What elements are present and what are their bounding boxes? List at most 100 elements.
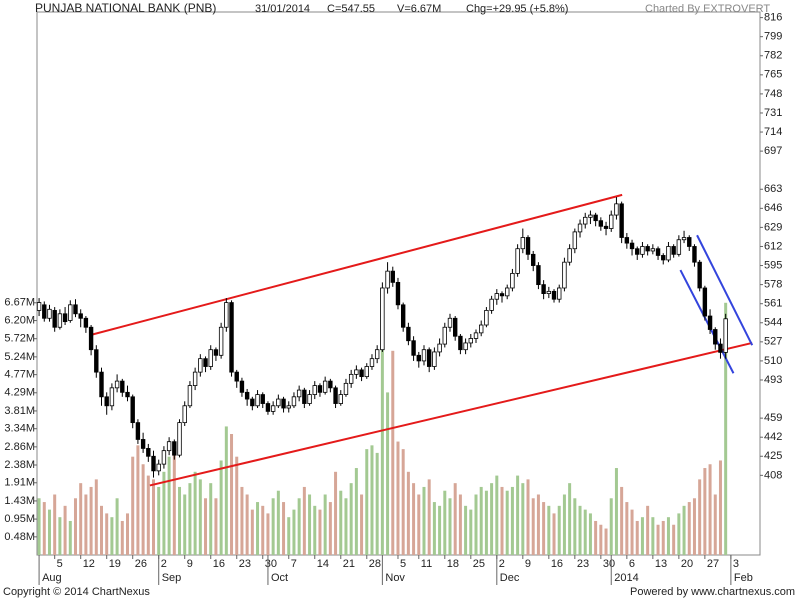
candle-body	[515, 248, 520, 274]
candle-body	[166, 441, 172, 452]
volume-bar	[344, 498, 348, 555]
candle-body	[572, 231, 578, 250]
volume-bar	[713, 494, 717, 555]
volume-layer	[37, 302, 728, 555]
candle-body	[650, 248, 656, 252]
candle-body	[286, 405, 291, 409]
volume-tick-label: 2.86M	[4, 441, 35, 453]
x-tick-label: 9	[525, 558, 531, 570]
candle-body	[140, 439, 146, 449]
candle-body	[187, 385, 193, 407]
month-label: Feb	[734, 572, 753, 584]
volume-bar	[651, 517, 655, 555]
candle-body	[88, 326, 94, 351]
y-tick-label: 646	[764, 202, 782, 214]
candle-body	[333, 387, 338, 404]
candle-body	[291, 396, 297, 407]
candle-body	[130, 396, 135, 424]
candle-body	[255, 394, 260, 407]
volume-bar	[178, 486, 182, 555]
candle-body	[156, 463, 161, 472]
volume-bar	[380, 343, 384, 555]
candle-body	[109, 387, 115, 407]
volume-bar	[214, 498, 218, 555]
y-tick-label: 561	[764, 298, 782, 310]
volume-bar	[282, 502, 286, 555]
volume-bar	[105, 513, 109, 555]
candle-body	[52, 310, 57, 328]
month-label: Sep	[162, 572, 182, 584]
volume-bar	[323, 494, 327, 555]
candle-body	[593, 214, 598, 222]
volume-bar	[292, 509, 296, 555]
volume-bar	[256, 502, 260, 555]
candle-body	[629, 242, 635, 250]
y-tick-label: 697	[764, 145, 782, 157]
volume-bar	[126, 513, 130, 555]
volume-bar	[630, 509, 634, 555]
volume-bar	[157, 486, 161, 555]
volume-bar	[339, 490, 343, 555]
volume-bar	[469, 509, 473, 555]
candle-body	[406, 326, 411, 342]
volume-bar	[526, 479, 530, 555]
candle-body	[400, 304, 406, 328]
candle-body	[583, 216, 588, 225]
volume-bar	[146, 475, 150, 555]
volume-bar	[562, 494, 566, 555]
volume-bar	[661, 520, 665, 555]
volume-bar	[141, 464, 145, 555]
candle-body	[520, 237, 526, 250]
candle-body	[380, 287, 385, 351]
volume-bar	[68, 520, 72, 555]
volume-bar	[115, 498, 119, 555]
candle-body	[603, 225, 609, 229]
volume-bar	[557, 505, 561, 555]
volume-bar	[718, 460, 722, 555]
y-tick-label: 510	[764, 355, 782, 367]
volume-bar	[204, 498, 208, 555]
candle-body	[94, 349, 99, 373]
volume-bar	[516, 475, 520, 555]
volume-bar	[209, 483, 213, 555]
volume-bar	[677, 513, 681, 555]
candle-body	[364, 366, 369, 378]
volume-bar	[484, 490, 488, 555]
candle-body	[676, 239, 682, 255]
volume-bar	[583, 509, 587, 555]
y-tick-label: 816	[764, 12, 782, 24]
volume-bar	[219, 460, 223, 555]
volume-tick-label: 4.77M	[4, 369, 35, 381]
x-tick-label: 23	[577, 558, 589, 570]
candle-body	[146, 448, 151, 457]
volume-bar	[99, 505, 103, 555]
volume-bar	[417, 494, 421, 555]
volume-tick-label: 0.95M	[4, 513, 35, 525]
volume-bar	[334, 471, 338, 555]
candle-body	[68, 304, 73, 321]
volume-bar	[692, 498, 696, 555]
volume-bar	[635, 520, 639, 555]
volume-bar	[110, 517, 114, 555]
x-tick-label: 26	[135, 558, 147, 570]
candle-body	[614, 203, 619, 216]
volume-tick-label: 1.91M	[4, 477, 35, 489]
candle-body	[250, 398, 255, 407]
volume-tick-label: 3.81M	[4, 405, 35, 417]
y-tick-label: 425	[764, 450, 782, 462]
volume-bar	[235, 456, 239, 555]
candle-body	[557, 287, 562, 300]
trendline	[89, 193, 623, 337]
candle-body	[499, 293, 505, 297]
volume-tick-label: 2.38M	[4, 459, 35, 471]
volume-tick-label: 6.67M	[4, 297, 35, 309]
candle-body	[177, 422, 182, 456]
candle-body	[208, 349, 213, 367]
candle-body	[385, 270, 390, 289]
volume-bar	[276, 490, 280, 555]
volume-bar	[188, 483, 192, 555]
volume-bar	[313, 505, 317, 555]
month-label: Nov	[385, 572, 405, 584]
candle-body	[624, 237, 630, 244]
trendline	[679, 269, 735, 374]
